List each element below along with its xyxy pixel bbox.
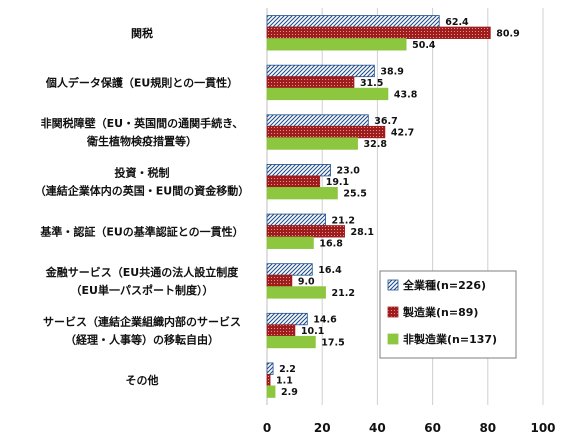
bar-manufacturing bbox=[266, 225, 345, 238]
bar-value-label: 14.6 bbox=[313, 315, 337, 326]
bar-value-label: 16.8 bbox=[319, 238, 343, 249]
category-label: その他 bbox=[126, 373, 159, 387]
legend-swatch bbox=[387, 306, 399, 318]
bar-value-label: 2.2 bbox=[279, 364, 296, 375]
bar-value-label: 62.4 bbox=[445, 17, 469, 28]
bar-manufacturing bbox=[266, 324, 296, 337]
bar-manufacturing bbox=[266, 374, 271, 387]
bar-non-manufacturing bbox=[266, 137, 358, 150]
bar-all-industries bbox=[266, 15, 440, 28]
bar-value-label: 2.9 bbox=[281, 387, 298, 398]
bar-value-label: 17.5 bbox=[321, 338, 344, 349]
bar-value-label: 19.1 bbox=[326, 177, 349, 188]
legend-label: 製造業(n=89) bbox=[402, 305, 478, 319]
category-label: サービス（連結企業組織内部のサービス bbox=[43, 315, 241, 329]
legend-label: 全業種(n=226) bbox=[402, 278, 486, 292]
x-tick-label: 100 bbox=[530, 421, 555, 435]
legend-label: 非製造業(n=137) bbox=[403, 332, 497, 346]
bar-value-label: 32.8 bbox=[364, 139, 388, 150]
category-label: （EU単一パスポート制度）） bbox=[71, 283, 214, 297]
bar-value-label: 36.7 bbox=[374, 116, 397, 127]
bar-non-manufacturing bbox=[266, 236, 314, 249]
bar-non-manufacturing bbox=[266, 335, 316, 349]
category-label: （経理・人事等）の移転自由） bbox=[65, 333, 219, 347]
bar-all-industries bbox=[266, 312, 308, 326]
legend-swatch bbox=[387, 279, 399, 291]
bar-value-label: 43.8 bbox=[394, 89, 418, 100]
bar-all-industries bbox=[266, 64, 375, 78]
x-tick-label: 0 bbox=[263, 421, 271, 435]
bar-manufacturing bbox=[266, 76, 355, 89]
bar-value-label: 42.7 bbox=[391, 128, 414, 139]
bar-value-label: 31.5 bbox=[360, 78, 383, 89]
bar-value-label: 23.0 bbox=[336, 166, 360, 177]
bar-manufacturing bbox=[266, 125, 386, 139]
bar-value-label: 38.9 bbox=[380, 66, 403, 77]
bar-value-label: 50.4 bbox=[412, 40, 436, 51]
bar-non-manufacturing bbox=[266, 187, 338, 200]
bar-value-label: 28.1 bbox=[351, 227, 374, 238]
bar-value-label: 80.9 bbox=[496, 28, 519, 39]
category-label: 投資・税制 bbox=[115, 166, 170, 180]
legend-swatch bbox=[387, 333, 399, 345]
bar-non-manufacturing bbox=[266, 87, 389, 101]
category-label: 個人データ保護（EU規則との一貫性） bbox=[45, 75, 238, 89]
bar-manufacturing bbox=[266, 26, 491, 39]
category-label: 金融サービス（EU共通の法人設立制度 bbox=[45, 265, 239, 279]
x-axis-tick-labels: 0 20 40 60 80 100 bbox=[263, 421, 556, 435]
x-tick-label: 20 bbox=[314, 421, 331, 435]
bars bbox=[266, 15, 491, 398]
bar-value-label: 16.4 bbox=[318, 265, 342, 276]
bar-value-label: 1.1 bbox=[276, 376, 293, 387]
bar-all-industries bbox=[266, 263, 313, 276]
bar-non-manufacturing bbox=[266, 38, 407, 51]
bar-all-industries bbox=[266, 114, 369, 127]
legend: 全業種(n=226) 製造業(n=89) 非製造業(n=137) bbox=[379, 270, 517, 359]
category-label: 衛生植物検疫措置等） bbox=[86, 134, 197, 148]
category-label: 関税 bbox=[131, 26, 153, 40]
bar-value-label: 21.2 bbox=[332, 215, 355, 226]
legend-box bbox=[379, 270, 517, 359]
category-label: 非関税障壁（EU・英国間の通関手続き、 bbox=[41, 116, 244, 130]
bar-value-label: 25.5 bbox=[343, 189, 366, 200]
bar-manufacturing bbox=[266, 175, 321, 188]
x-tick-label: 40 bbox=[369, 421, 386, 435]
bar-manufacturing bbox=[266, 274, 293, 288]
bar-value-label: 21.2 bbox=[332, 288, 355, 299]
bar-all-industries bbox=[266, 164, 331, 177]
bar-all-industries bbox=[266, 362, 274, 375]
bar-value-label: 9.0 bbox=[298, 276, 315, 287]
category-label: （連結企業体内の英国・EU間の資金移動） bbox=[35, 184, 249, 198]
data-labels: 62.4 80.9 50.4 38.931.5 43.8 36.742.732.8 23.0… bbox=[276, 17, 520, 398]
x-tick-label: 80 bbox=[479, 421, 496, 435]
bar-non-manufacturing bbox=[266, 385, 276, 398]
category-label: 基準・認証（EUの基準認証との一貫性） bbox=[39, 224, 243, 238]
x-tick-label: 60 bbox=[424, 421, 441, 435]
bar-non-manufacturing bbox=[266, 286, 326, 299]
bar-all-industries bbox=[266, 213, 326, 226]
bar-value-label: 10.1 bbox=[301, 326, 324, 337]
